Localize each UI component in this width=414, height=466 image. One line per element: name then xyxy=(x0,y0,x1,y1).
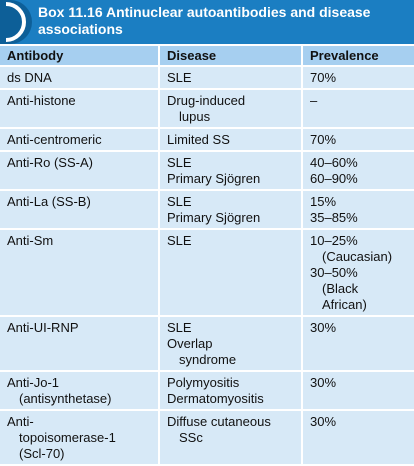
table-cell: Drug-induced lupus xyxy=(160,90,303,127)
cell-line: Drug-induced xyxy=(167,93,246,108)
table-row: Anti-Ro (SS-A) SLE Primary Sjögren 40–60% 60… xyxy=(0,152,414,191)
table-row: Anti-histone Drug-induced lupus – xyxy=(0,90,414,129)
cell-line: SLE xyxy=(167,70,192,85)
table-cell: 30% xyxy=(303,372,414,409)
table-cell: Anti-histone xyxy=(0,90,160,127)
cell-line: 15% xyxy=(310,194,337,209)
table-cell: – xyxy=(303,90,414,127)
table-cell: SLE xyxy=(160,230,303,315)
cell-line: Anti-Sm xyxy=(7,233,54,248)
cell-line: (Caucasian) xyxy=(322,249,393,264)
cell-line: Diffuse cutaneous xyxy=(167,414,271,429)
cell-line: Polymyositis xyxy=(167,375,240,390)
column-header: Antibody xyxy=(0,46,160,65)
cell-line: syndrome xyxy=(179,352,237,367)
table-cell: Diffuse cutaneous SSc xyxy=(160,411,303,464)
table-cell: Anti-Jo-1 (antisynthetase) xyxy=(0,372,160,409)
cell-line: Limited SS xyxy=(167,132,230,147)
table-cell: Anti-La (SS-B) xyxy=(0,191,160,228)
box-title: Box 11.16 Antinuclear autoantibodies and… xyxy=(38,4,371,37)
table-row: Anti-La (SS-B) SLE Primary Sjögren 15% 35–85… xyxy=(0,191,414,230)
table-cell: Anti-Sm xyxy=(0,230,160,315)
cell-line: 70% xyxy=(310,70,337,85)
cell-line: SLE xyxy=(167,233,192,248)
table-cell: 40–60% 60–90% xyxy=(303,152,414,189)
table-cell: SLE Primary Sjögren xyxy=(160,152,303,189)
header-row: Antibody Disease Prevalence xyxy=(0,46,414,67)
table-cell: 30% xyxy=(303,411,414,464)
cell-line: (antisynthetase) xyxy=(19,391,112,406)
table-cell: 70% xyxy=(303,67,414,88)
cell-line: Anti-La (SS-B) xyxy=(7,194,91,209)
table: Antibody Disease Prevalence ds DNA SLE 70% Ant… xyxy=(0,46,414,466)
table-cell: 15% 35–85% xyxy=(303,191,414,228)
cell-line: Anti-centromeric xyxy=(7,132,102,147)
cell-line: ds DNA xyxy=(7,70,52,85)
cell-line: 30% xyxy=(310,414,337,429)
table-row: Anti-topoisomerase-1 (Scl-70) Diffuse cuta… xyxy=(0,411,414,466)
cell-line: Anti-Jo-1 xyxy=(7,375,60,390)
cell-line: Anti- xyxy=(7,414,34,429)
cell-line: 10–25% xyxy=(310,233,358,248)
cell-line: 30% xyxy=(310,320,337,335)
table-row: Anti-UI-RNP SLE Overlap syndrome 30% xyxy=(0,317,414,372)
cell-line: SSc xyxy=(179,430,203,445)
table-cell: 30% xyxy=(303,317,414,370)
cell-line: – xyxy=(310,93,318,108)
cell-line: (Black xyxy=(322,281,359,296)
cell-line: Dermatomyositis xyxy=(167,391,264,406)
cell-line: SLE xyxy=(167,320,192,335)
table-cell: Anti-UI-RNP xyxy=(0,317,160,370)
cell-line: 60–90% xyxy=(310,171,358,186)
table-row: Anti-Jo-1 (antisynthetase) Polymyositis Der… xyxy=(0,372,414,411)
table-cell: Anti-centromeric xyxy=(0,129,160,150)
header-icon xyxy=(0,0,32,44)
table-cell: Anti-topoisomerase-1 (Scl-70) xyxy=(0,411,160,464)
table-row: Anti-Sm SLE 10–25% (Caucasian) 30–50% (Black A… xyxy=(0,230,414,317)
cell-line: 30% xyxy=(310,375,337,390)
column-header: Disease xyxy=(160,46,303,65)
table-row: Anti-centromeric Limited SS 70% xyxy=(0,129,414,152)
cell-line: 70% xyxy=(310,132,337,147)
cell-line: topoisomerase-1 xyxy=(19,430,116,445)
cell-line: Anti-UI-RNP xyxy=(7,320,79,335)
table-row: ds DNA SLE 70% xyxy=(0,67,414,90)
cell-line: (Scl-70) xyxy=(19,446,65,461)
cell-line: Anti-Ro (SS-A) xyxy=(7,155,93,170)
table-cell: ds DNA xyxy=(0,67,160,88)
cell-line: 30–50% xyxy=(310,265,358,280)
table-cell: 70% xyxy=(303,129,414,150)
table-cell: SLE Primary Sjögren xyxy=(160,191,303,228)
column-header: Prevalence xyxy=(303,46,414,65)
cell-line: Anti-histone xyxy=(7,93,76,108)
cell-line: 35–85% xyxy=(310,210,358,225)
cell-line: Overlap xyxy=(167,336,213,351)
cell-line: Primary Sjögren xyxy=(167,171,261,186)
table-cell: Polymyositis Dermatomyositis xyxy=(160,372,303,409)
cell-line: Primary Sjögren xyxy=(167,210,261,225)
cell-line: 40–60% xyxy=(310,155,358,170)
table-cell: SLE xyxy=(160,67,303,88)
table-cell: 10–25% (Caucasian) 30–50% (Black African) xyxy=(303,230,414,315)
table-cell: Anti-Ro (SS-A) xyxy=(0,152,160,189)
table-cell: Limited SS xyxy=(160,129,303,150)
cell-line: SLE xyxy=(167,155,192,170)
cell-line: lupus xyxy=(179,109,211,124)
cell-line: SLE xyxy=(167,194,192,209)
table-cell: SLE Overlap syndrome xyxy=(160,317,303,370)
box-header: Box 11.16 Antinuclear autoantibodies and… xyxy=(0,0,414,46)
cell-line: African) xyxy=(322,297,367,312)
